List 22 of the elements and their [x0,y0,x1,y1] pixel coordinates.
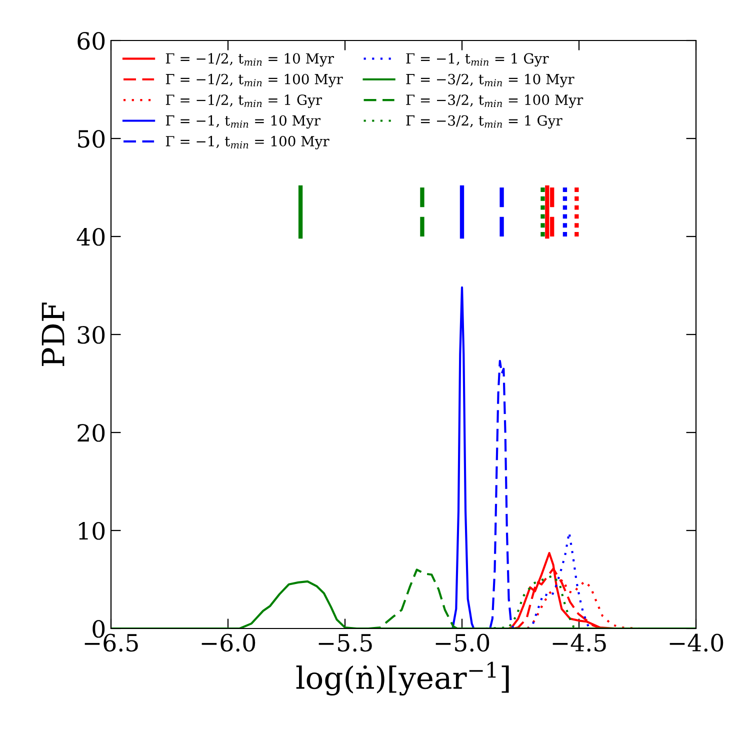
legend-label: Γ = −3/2, t$_{min}$ = 10 Myr [406,74,574,88]
x-tick-label: −4.5 [552,634,606,652]
legend-label: Γ = −3/2, t$_{min}$ = 1 Gyr [406,115,562,129]
legend-label: Γ = −1/2, t$_{min}$ = 100 Myr [166,74,343,88]
y-tick-label: 50 [78,130,105,148]
legend-label: Γ = −1/2, t$_{min}$ = 10 Myr [166,53,334,67]
x-tick-label: −5.0 [436,634,490,652]
x-tick-label: −4.0 [670,634,724,652]
legend-label: Γ = −1, t$_{min}$ = 10 Myr [166,115,320,129]
legend-label: Γ = −1, t$_{min}$ = 1 Gyr [406,53,549,67]
y-tick-label: 10 [78,522,105,540]
x-tick-label: −5.5 [318,634,372,652]
y-axis-title: PDF [42,302,64,366]
legend-label: Γ = −3/2, t$_{min}$ = 100 Myr [406,94,584,108]
y-tick-label: 30 [78,326,105,344]
y-tick-label: 60 [78,32,105,50]
legend-label: Γ = −1, t$_{min}$ = 100 Myr [166,136,330,150]
y-tick-label: 40 [76,228,105,246]
legend-label: Γ = −1/2, t$_{min}$ = 1 Gyr [166,94,322,108]
x-tick-label: −6.0 [202,634,256,652]
y-tick-label: 20 [78,424,105,442]
x-axis-title: log(ṅ)[year$^{−1}$] [296,662,509,696]
